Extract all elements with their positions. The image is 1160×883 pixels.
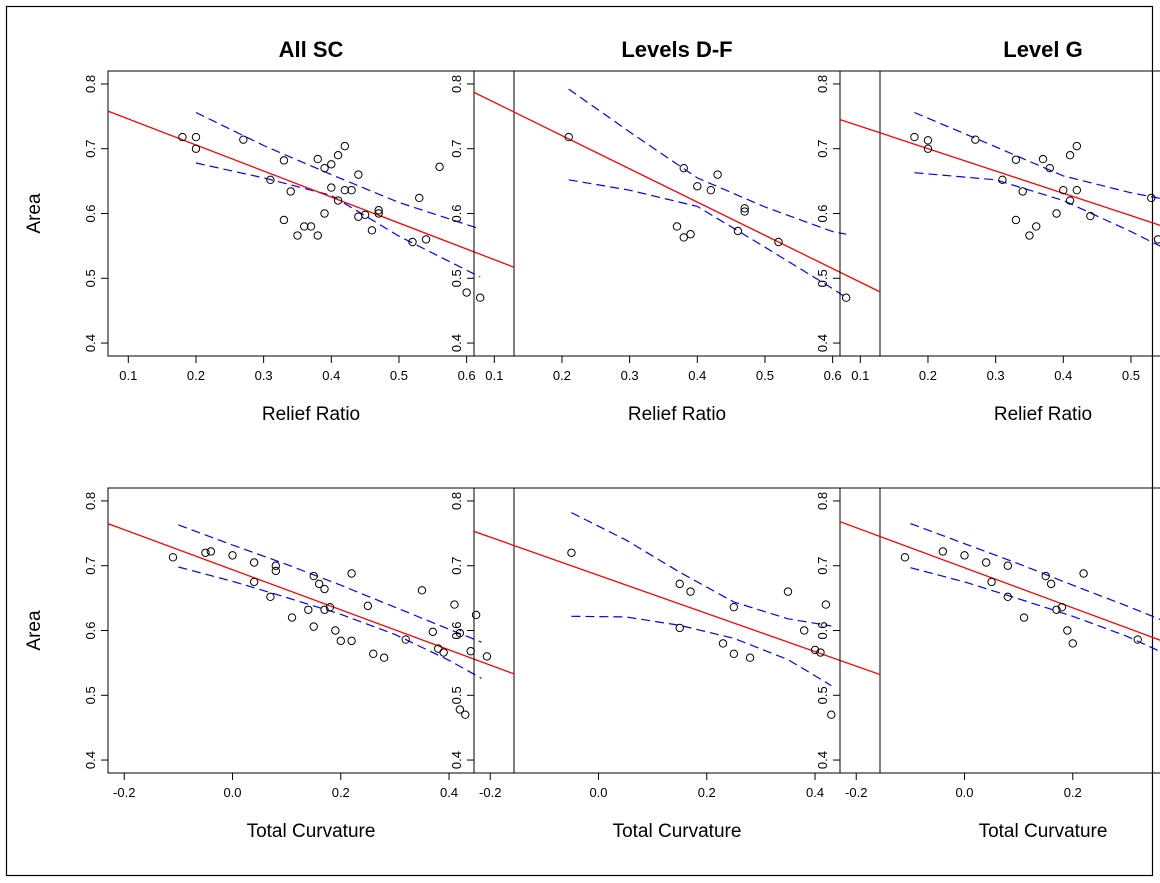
x-tick-label: 0.3 <box>255 368 273 383</box>
y-tick-label: 0.7 <box>449 557 464 575</box>
y-tick-label: 0.5 <box>449 269 464 287</box>
y-tick-label: 0.6 <box>449 204 464 222</box>
y-tick-label: 0.4 <box>815 751 830 769</box>
y-tick-label: 0.4 <box>815 334 830 352</box>
x-axis-label: Relief Ratio <box>628 404 726 425</box>
x-tick-label: 0.2 <box>1064 785 1082 800</box>
x-tick-label: 0.3 <box>621 368 639 383</box>
x-tick-label: 0.4 <box>440 785 458 800</box>
y-tick-label: 0.6 <box>83 204 98 222</box>
y-tick-label: 0.5 <box>83 686 98 704</box>
y-tick-label: 0.8 <box>815 75 830 93</box>
y-tick-label: 0.8 <box>815 492 830 510</box>
x-tick-label: -0.2 <box>479 785 501 800</box>
y-tick-label: 0.5 <box>83 269 98 287</box>
y-tick-label: 0.5 <box>449 686 464 704</box>
x-tick-label: 0.1 <box>485 368 503 383</box>
panel-title: All SC <box>279 37 344 62</box>
y-tick-label: 0.5 <box>815 269 830 287</box>
x-tick-label: 0.0 <box>223 785 241 800</box>
y-tick-label: 0.4 <box>449 751 464 769</box>
x-tick-label: 0.6 <box>458 368 476 383</box>
y-tick-label: 0.7 <box>83 140 98 158</box>
y-tick-label: 0.8 <box>449 492 464 510</box>
x-tick-label: 0.3 <box>987 368 1005 383</box>
panel-title: Level G <box>1003 37 1082 62</box>
x-tick-label: 0.4 <box>806 785 824 800</box>
x-tick-label: 0.1 <box>851 368 869 383</box>
x-tick-label: -0.2 <box>845 785 867 800</box>
x-tick-label: 0.4 <box>322 368 340 383</box>
y-axis-label: Area <box>24 193 45 234</box>
y-tick-label: 0.5 <box>815 686 830 704</box>
y-tick-label: 0.7 <box>815 557 830 575</box>
x-tick-label: 0.1 <box>119 368 137 383</box>
y-tick-label: 0.4 <box>83 334 98 352</box>
y-tick-label: 0.8 <box>83 75 98 93</box>
y-tick-label: 0.7 <box>449 140 464 158</box>
x-tick-label: 0.4 <box>1054 368 1072 383</box>
x-tick-label: 0.0 <box>589 785 607 800</box>
y-tick-label: 0.6 <box>449 621 464 639</box>
x-tick-label: 0.2 <box>332 785 350 800</box>
y-tick-label: 0.4 <box>83 751 98 769</box>
x-tick-label: 0.4 <box>688 368 706 383</box>
x-tick-label: 0.2 <box>553 368 571 383</box>
y-tick-label: 0.7 <box>815 140 830 158</box>
x-tick-label: 0.2 <box>919 368 937 383</box>
x-tick-label: 0.5 <box>756 368 774 383</box>
panel-title: Levels D-F <box>621 37 732 62</box>
x-tick-label: 0.6 <box>824 368 842 383</box>
y-tick-label: 0.6 <box>815 621 830 639</box>
x-tick-label: 0.2 <box>698 785 716 800</box>
x-axis-label: Total Curvature <box>613 821 742 842</box>
x-tick-label: 0.2 <box>187 368 205 383</box>
x-axis-label: Total Curvature <box>979 821 1108 842</box>
x-tick-label: 0.0 <box>955 785 973 800</box>
x-tick-label: 0.5 <box>390 368 408 383</box>
x-tick-label: 0.5 <box>1122 368 1140 383</box>
y-tick-label: 0.4 <box>449 334 464 352</box>
x-axis-label: Total Curvature <box>247 821 376 842</box>
x-axis-label: Relief Ratio <box>994 404 1092 425</box>
y-tick-label: 0.7 <box>83 557 98 575</box>
y-tick-label: 0.6 <box>83 621 98 639</box>
x-tick-label: -0.2 <box>113 785 135 800</box>
y-tick-label: 0.8 <box>449 75 464 93</box>
y-tick-label: 0.6 <box>815 204 830 222</box>
x-axis-label: Relief Ratio <box>262 404 360 425</box>
y-tick-label: 0.8 <box>83 492 98 510</box>
y-axis-label: Area <box>24 610 45 651</box>
